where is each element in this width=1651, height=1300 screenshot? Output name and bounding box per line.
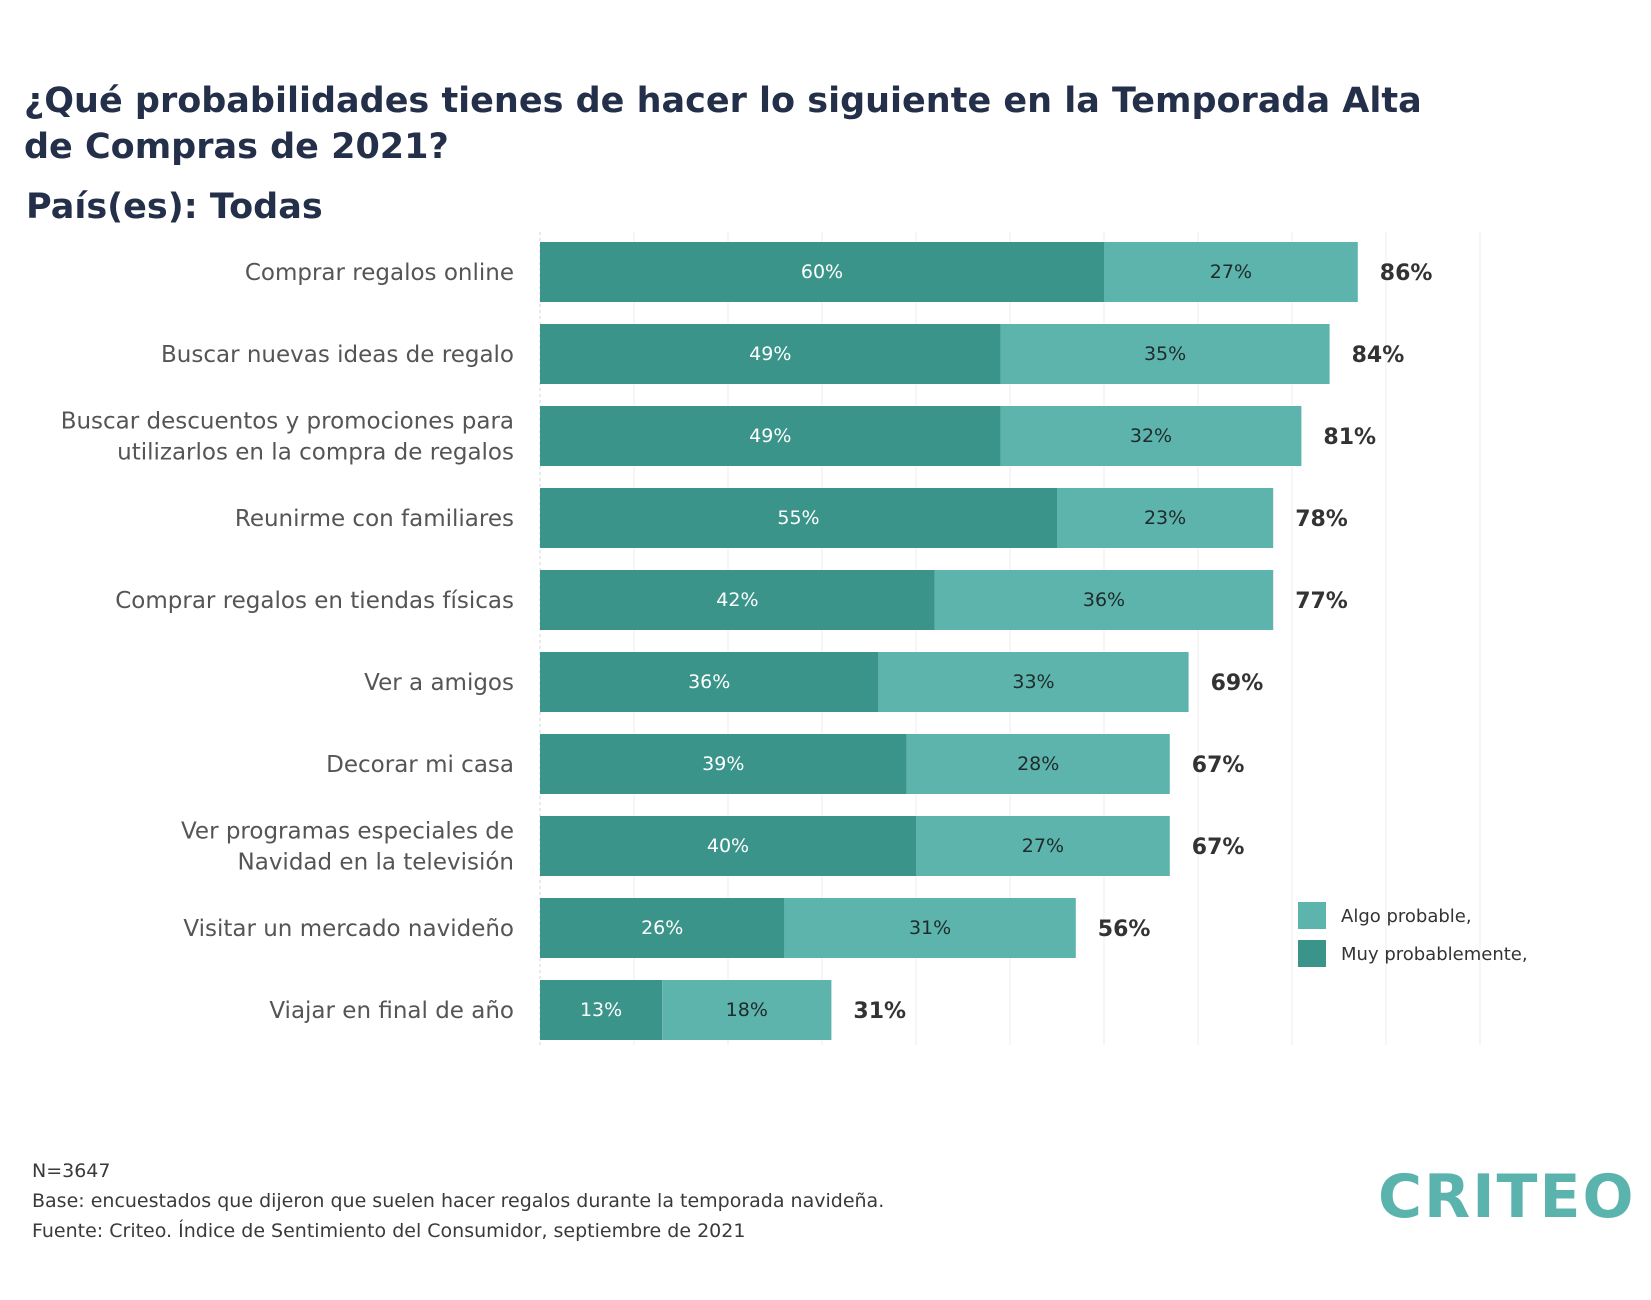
chart-title: ¿Qué probabilidades tienes de hacer lo s… xyxy=(24,81,1422,167)
total-label: 77% xyxy=(1295,589,1348,614)
data-label: 60% xyxy=(801,261,843,283)
bar-algo-probable xyxy=(878,652,1189,712)
data-label: 13% xyxy=(580,999,622,1021)
bar-algo-probable xyxy=(1000,406,1302,466)
data-label: 33% xyxy=(1012,671,1054,693)
data-label: 36% xyxy=(1083,589,1125,611)
legend-label: Muy probablemente, xyxy=(1341,944,1528,965)
bar-algo-probable xyxy=(1057,488,1274,548)
legend-label: Algo probable, xyxy=(1341,906,1472,927)
source-note: Fuente: Criteo. Índice de Sentimiento de… xyxy=(32,1220,746,1242)
data-label: 35% xyxy=(1144,343,1186,365)
category-label: utilizarlos en la compra de regalos xyxy=(117,440,514,466)
data-label: 36% xyxy=(688,671,730,693)
bar-algo-probable xyxy=(1104,242,1358,302)
category-label: Visitar un mercado navideño xyxy=(183,916,514,942)
data-label: 40% xyxy=(707,835,749,857)
category-label: Viajar en final de año xyxy=(269,998,514,1024)
footer-notes: N=3647 Base: encuestados que dijeron que… xyxy=(32,1156,884,1246)
stacked-bar-chart: 60% 27% 86% Comprar regalos online 49% 35% 84%… xyxy=(61,232,1528,1045)
bar-muy-probablemente xyxy=(540,570,935,630)
total-label: 31% xyxy=(853,999,906,1024)
category-label: Comprar regalos en tiendas físicas xyxy=(115,588,514,614)
category-label: Buscar descuentos y promociones para xyxy=(61,409,514,435)
data-label: 55% xyxy=(777,507,819,529)
bar-algo-probable xyxy=(1000,324,1330,384)
category-label: Ver a amigos xyxy=(364,670,514,696)
bar-muy-probablemente xyxy=(540,406,1001,466)
bar-muy-probablemente xyxy=(540,980,663,1040)
total-label: 84% xyxy=(1352,343,1405,368)
total-label: 67% xyxy=(1192,835,1245,860)
data-label: 39% xyxy=(702,753,744,775)
base-note: Base: encuestados que dijeron que suelen… xyxy=(32,1190,885,1212)
category-label: Comprar regalos online xyxy=(245,260,514,286)
data-label: 31% xyxy=(909,917,951,939)
data-label: 18% xyxy=(726,999,768,1021)
data-label: 49% xyxy=(749,425,791,447)
bar-muy-probablemente xyxy=(540,898,785,958)
bar-algo-probable xyxy=(662,980,832,1040)
bar-algo-probable xyxy=(784,898,1076,958)
bar-muy-probablemente xyxy=(540,652,879,712)
category-label: Buscar nuevas ideas de regalo xyxy=(161,342,514,368)
bar-muy-probablemente xyxy=(540,324,1001,384)
data-label: 27% xyxy=(1022,835,1064,857)
total-label: 81% xyxy=(1323,425,1376,450)
data-label: 28% xyxy=(1017,753,1059,775)
data-label: 26% xyxy=(641,917,683,939)
category-label: Ver programas especiales de xyxy=(181,819,514,845)
legend-swatch xyxy=(1298,902,1326,929)
legend-swatch xyxy=(1298,940,1326,967)
category-label: Reunirme con familiares xyxy=(235,506,514,532)
total-label: 69% xyxy=(1211,671,1264,696)
data-label: 42% xyxy=(716,589,758,611)
bar-muy-probablemente xyxy=(540,488,1057,548)
bar-muy-probablemente xyxy=(540,242,1104,302)
total-label: 78% xyxy=(1295,507,1348,532)
data-label: 49% xyxy=(749,343,791,365)
criteo-logo: CRITEO xyxy=(1378,1162,1636,1232)
chart-subtitle: País(es): Todas xyxy=(26,187,323,227)
data-label: 23% xyxy=(1144,507,1186,529)
bar-algo-probable xyxy=(934,570,1274,630)
category-label: Decorar mi casa xyxy=(326,752,514,778)
bar-algo-probable xyxy=(906,734,1170,794)
total-label: 86% xyxy=(1380,261,1433,286)
total-label: 67% xyxy=(1192,753,1245,778)
data-label: 32% xyxy=(1130,425,1172,447)
bar-algo-probable xyxy=(916,816,1170,876)
total-label: 56% xyxy=(1098,917,1151,942)
data-label: 27% xyxy=(1210,261,1252,283)
sample-size-note: N=3647 xyxy=(32,1160,111,1182)
category-label: Navidad en la televisión xyxy=(238,850,514,876)
bar-muy-probablemente xyxy=(540,734,907,794)
bar-muy-probablemente xyxy=(540,816,916,876)
